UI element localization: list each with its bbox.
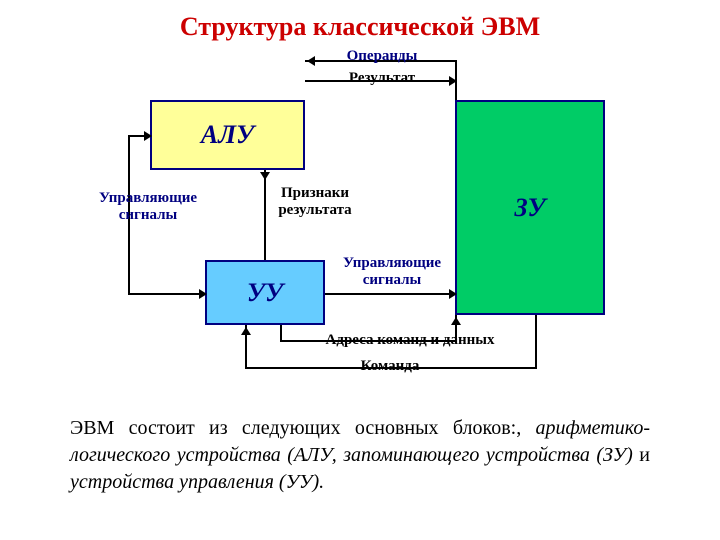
line-cu-to-mem-h	[325, 293, 455, 295]
label-result-flags: Признаки результата	[255, 185, 375, 220]
diagram-canvas: Структура классической ЭВМ АЛУ УУ ЗУ Опе…	[0, 0, 720, 540]
label-result: Результат	[322, 70, 442, 87]
arrowhead	[307, 56, 315, 66]
label-command: Команда	[330, 358, 450, 375]
arrowhead	[199, 289, 207, 299]
arrowhead	[260, 172, 270, 180]
arrowhead	[449, 76, 457, 86]
description-paragraph: ЭВМ состоит из следующих основных блоков…	[70, 415, 650, 496]
block-mem-label: ЗУ	[515, 193, 546, 223]
page-title: Структура классической ЭВМ	[0, 12, 720, 42]
arrowhead	[451, 317, 461, 325]
label-addresses: Адреса команд и данных	[300, 332, 520, 349]
label-control-signals-left: Управляющие сигналы	[88, 190, 208, 225]
arrowhead	[144, 131, 152, 141]
block-cu-label: УУ	[247, 278, 283, 308]
label-control-signals-right: Управляющие сигналы	[332, 255, 452, 290]
body-text-span: ЭВМ состоит из следующих основных блоков…	[70, 417, 535, 439]
body-text-span: устройства управления (УУ).	[70, 471, 324, 493]
arrowhead	[449, 289, 457, 299]
label-operands: Операнды	[322, 48, 442, 65]
block-alu: АЛУ	[150, 100, 305, 170]
body-text-span: и	[633, 444, 650, 466]
block-alu-label: АЛУ	[201, 120, 254, 150]
arrowhead	[241, 327, 251, 335]
block-cu: УУ	[205, 260, 325, 325]
line-ctrl-to-cu-h	[128, 293, 205, 295]
block-mem: ЗУ	[455, 100, 605, 315]
line-cmd-v-right	[535, 315, 537, 369]
line-addr-v-left	[280, 325, 282, 340]
